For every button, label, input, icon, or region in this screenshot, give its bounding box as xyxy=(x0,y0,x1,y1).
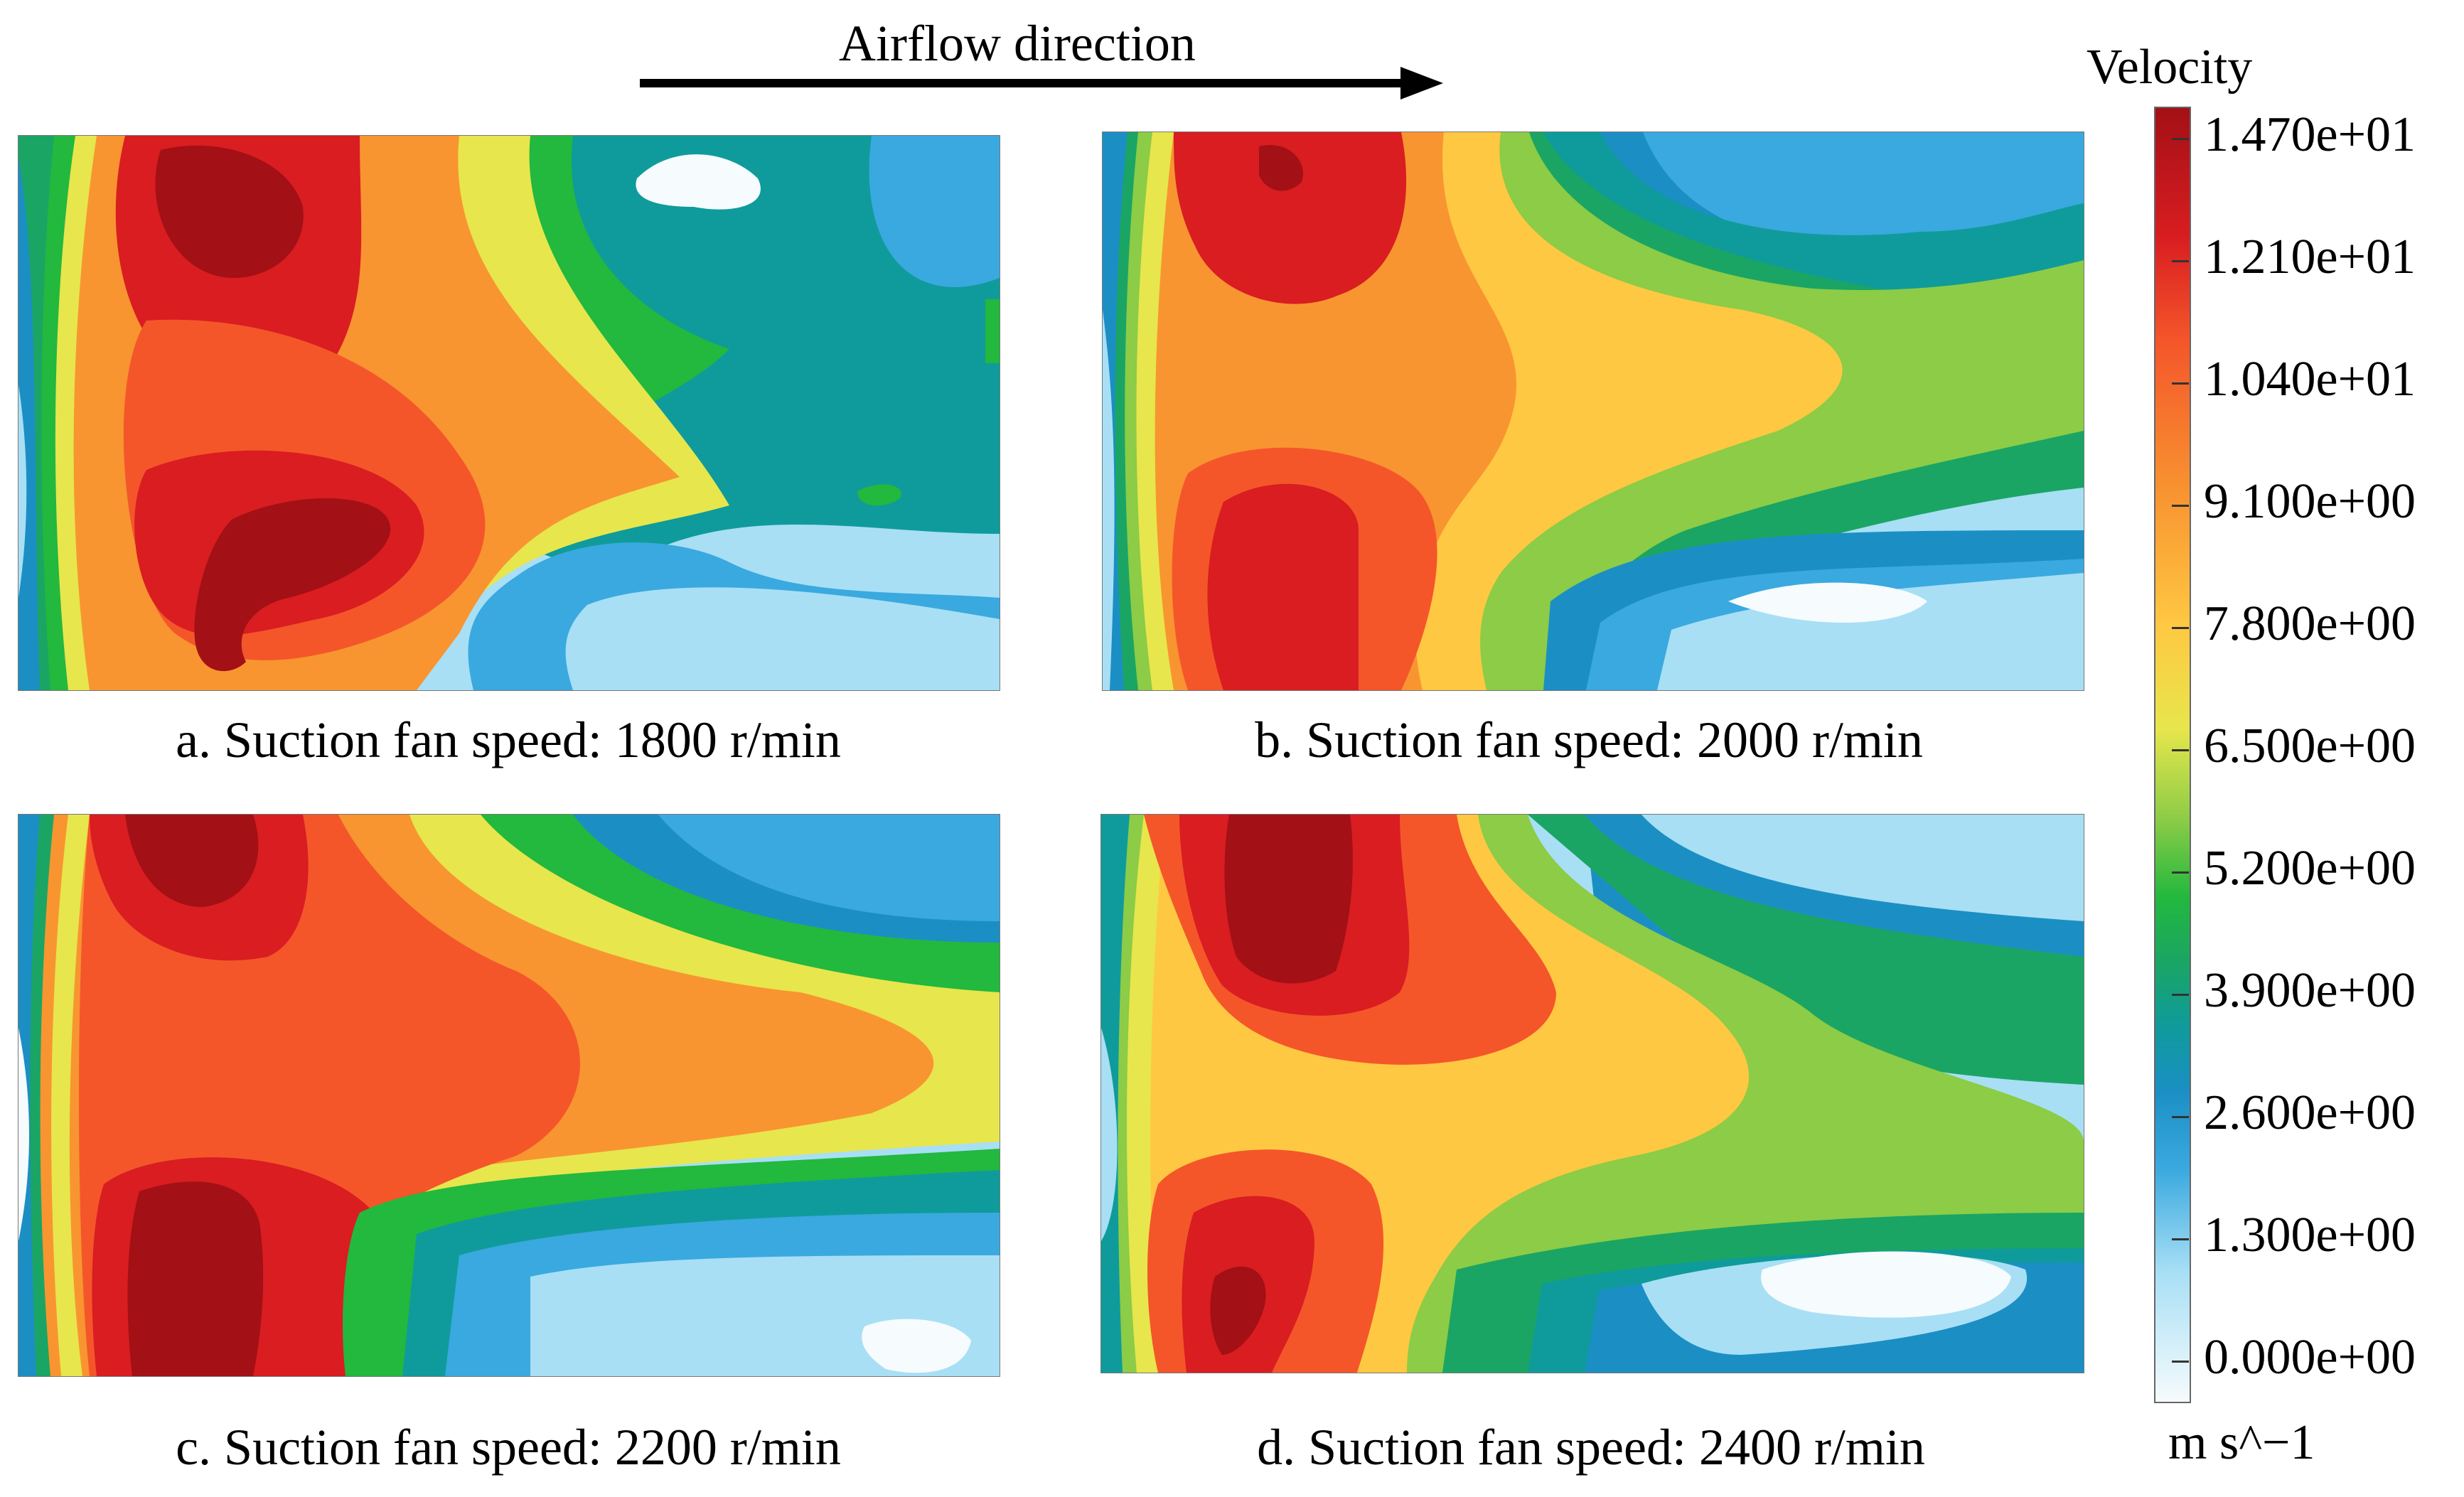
legend-label-2: 1.210e+01 xyxy=(2204,230,2416,284)
legend-label-1: 1.470e+01 xyxy=(2204,107,2416,162)
legend-title: Velocity xyxy=(2087,40,2253,95)
legend-label-9: 2.600e+00 xyxy=(2204,1085,2416,1140)
legend-label-6: 6.500e+00 xyxy=(2204,719,2416,773)
legend-colorbar xyxy=(2154,107,2191,1403)
caption-d: d. Suction fan speed: 2400 r/min xyxy=(1257,1419,1925,1476)
legend-label-11: 0.000e+00 xyxy=(2204,1330,2416,1385)
contour-panel-c xyxy=(18,814,1000,1377)
contour-map-d xyxy=(1101,815,2084,1373)
airflow-arrow-icon xyxy=(640,67,1443,100)
legend-label-5: 7.800e+00 xyxy=(2204,596,2416,651)
legend-label-4: 9.100e+00 xyxy=(2204,474,2416,529)
contour-panel-b xyxy=(1102,132,2084,691)
contour-panel-d xyxy=(1100,814,2084,1373)
caption-b: b. Suction fan speed: 2000 r/min xyxy=(1255,712,1923,768)
contour-panel-a xyxy=(18,135,1000,691)
contour-map-a xyxy=(18,136,1000,690)
contour-map-c xyxy=(18,815,1000,1376)
caption-c: c. Suction fan speed: 2200 r/min xyxy=(176,1419,841,1476)
legend-label-3: 1.040e+01 xyxy=(2204,352,2416,407)
legend-label-10: 1.300e+00 xyxy=(2204,1208,2416,1262)
airflow-direction-label: Airflow direction xyxy=(839,15,1196,72)
legend-units: m s^−1 xyxy=(2168,1415,2315,1470)
contour-map-b xyxy=(1103,132,2084,690)
legend-label-8: 3.900e+00 xyxy=(2204,963,2416,1018)
legend-label-7: 5.200e+00 xyxy=(2204,841,2416,896)
caption-a: a. Suction fan speed: 1800 r/min xyxy=(176,712,841,768)
